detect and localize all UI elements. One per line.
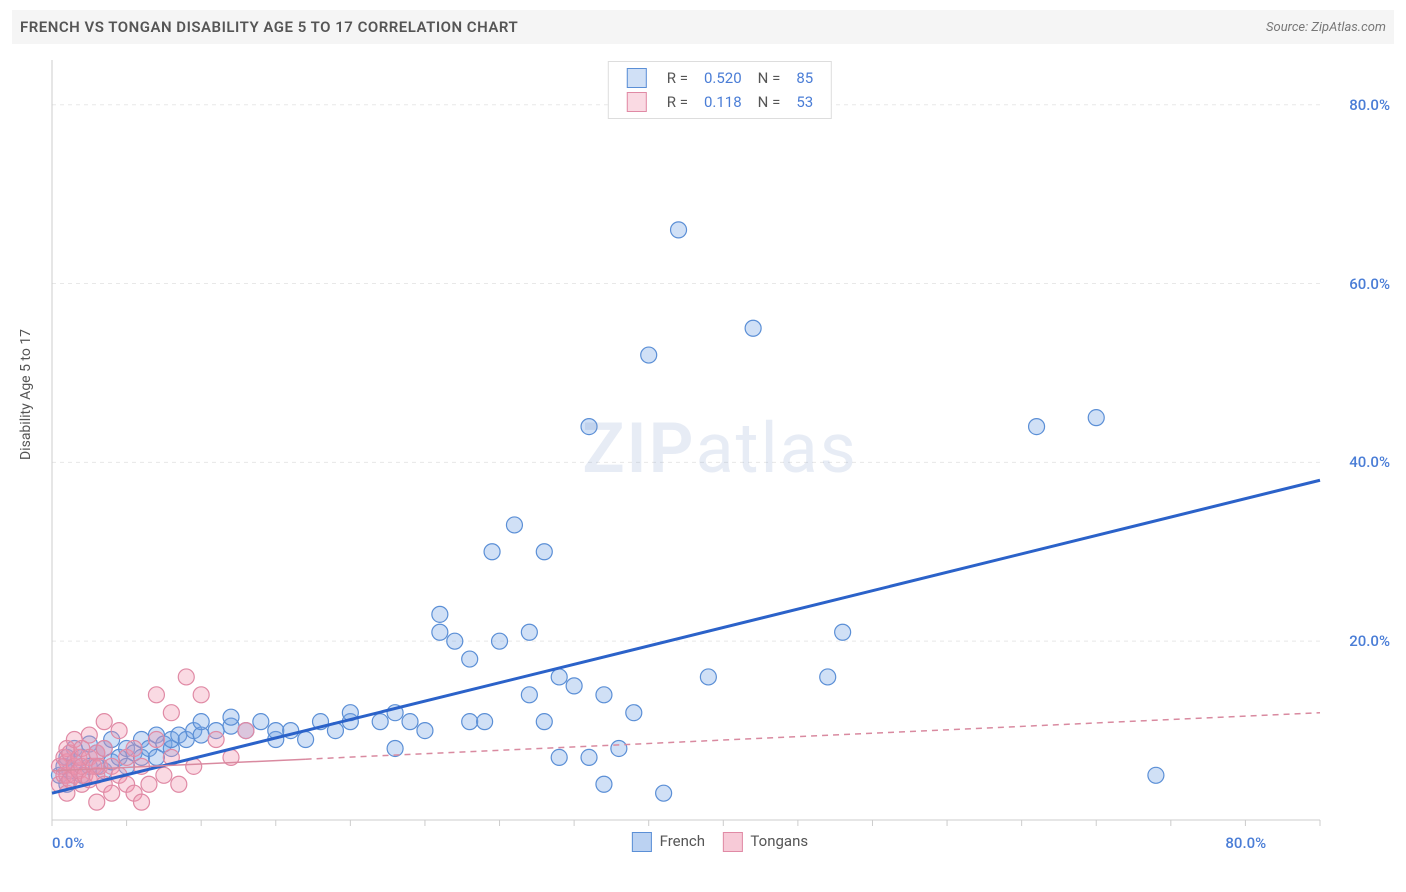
legend-item: Tongans xyxy=(723,832,808,852)
y-tick-label: 40.0% xyxy=(1349,453,1390,471)
legend-swatch xyxy=(627,92,647,112)
y-tick-label: 20.0% xyxy=(1349,632,1390,650)
source-attribution: Source: ZipAtlas.com xyxy=(1266,20,1386,35)
scatter-plot: ZIPatlas R =0.520N =85R =0.118N =53 Fren… xyxy=(50,58,1390,850)
legend-r-value: 0.520 xyxy=(696,66,750,90)
legend-swatch xyxy=(723,832,743,852)
legend-series: French Tongans xyxy=(632,832,808,852)
legend-swatch xyxy=(632,832,652,852)
legend-item: French xyxy=(632,832,705,852)
legend-swatch xyxy=(627,68,647,88)
y-tick-label: 80.0% xyxy=(1349,96,1390,114)
legend-n-label: N = xyxy=(750,66,789,90)
legend-r-value: 0.118 xyxy=(696,90,750,114)
legend-n-value: 53 xyxy=(788,90,821,114)
legend-r-label: R = xyxy=(659,90,696,114)
x-tick-label: 80.0% xyxy=(1225,834,1266,852)
title-bar: FRENCH VS TONGAN DISABILITY AGE 5 TO 17 … xyxy=(12,10,1394,44)
chart-title: FRENCH VS TONGAN DISABILITY AGE 5 TO 17 … xyxy=(20,18,518,36)
legend-r-label: R = xyxy=(659,66,696,90)
y-axis-label: Disability Age 5 to 17 xyxy=(18,329,34,460)
x-tick-label: 0.0% xyxy=(52,834,84,852)
plot-svg xyxy=(50,58,1390,850)
y-tick-label: 60.0% xyxy=(1349,275,1390,293)
legend-correlation: R =0.520N =85 R =0.118N =53 xyxy=(608,61,832,119)
legend-n-label: N = xyxy=(750,90,789,114)
legend-n-value: 85 xyxy=(788,66,821,90)
